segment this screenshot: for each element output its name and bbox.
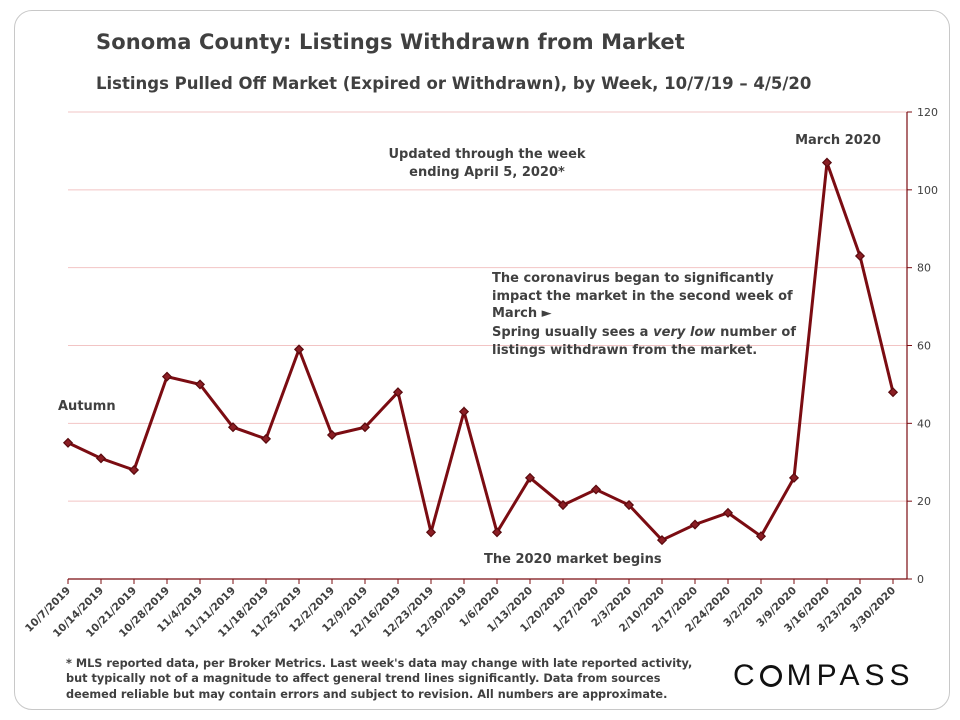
compass-logo: C MPASS [733,659,914,693]
data-point [722,507,734,518]
data-point [260,433,272,444]
annotation-2020-market-begins: The 2020 market begins [484,552,662,567]
data-point [194,379,206,390]
y-tick-label-100: 100 [917,184,938,197]
y-tick-label-0: 0 [917,573,924,586]
data-point [524,472,536,483]
compass-ring-icon [759,665,782,687]
data-point [788,472,800,483]
annotation-march-2020: March 2020 [795,133,881,148]
data-point [557,500,569,511]
y-tick-label-60: 60 [917,340,931,353]
data-point [689,519,701,530]
annotation-spring-emphasis: very low [653,325,716,340]
data-point [623,500,635,511]
annotation-spring-text-2: number of listings withdrawn from the ma… [492,325,796,358]
footnote: * MLS reported data, per Broker Metrics.… [66,657,693,701]
chart-title: Sonoma County: Listings Withdrawn from M… [96,30,685,54]
data-point [458,406,470,417]
data-point [293,344,305,355]
data-point [128,464,140,476]
data-point [425,527,437,538]
slide-frame [14,10,950,710]
data-point [887,387,899,398]
y-tick-label-120: 120 [917,106,938,119]
data-point [755,531,767,542]
logo-letter-c: C [733,659,760,692]
data-point [656,535,668,546]
series-line [67,162,895,542]
y-tick-label-80: 80 [917,262,931,275]
data-point [326,429,338,441]
data-point [161,371,173,382]
annotation-spring-text-1: Spring usually sees a [492,325,654,340]
data-point [95,453,107,464]
annotation-spring: Spring usually sees a very low number of… [492,324,796,359]
data-point [62,437,74,448]
chart-subtitle: Listings Pulled Off Market (Expired or W… [96,74,812,93]
axes [67,111,912,584]
data-point [491,527,503,538]
data-point [227,422,239,433]
data-point [821,157,833,168]
x-tick-labels: 10/7/201910/14/201910/21/201910/28/20191… [23,585,898,640]
data-point [590,484,602,495]
data-point [392,387,404,398]
annotation-coronavirus: The coronavirus began to significantly i… [492,271,793,322]
series-withdrawn [62,157,899,546]
data-point [359,422,371,433]
y-tick-label-40: 40 [917,417,931,430]
annotation-autumn: Autumn [58,399,116,414]
data-point [854,250,866,262]
y-tick-label-20: 20 [917,495,931,508]
annotation-updated: Updated through the week ending April 5,… [388,147,586,180]
y-tick-labels: 0 20 40 60 80 100 120 [917,106,938,586]
logo-letters: MPASS [786,659,915,692]
